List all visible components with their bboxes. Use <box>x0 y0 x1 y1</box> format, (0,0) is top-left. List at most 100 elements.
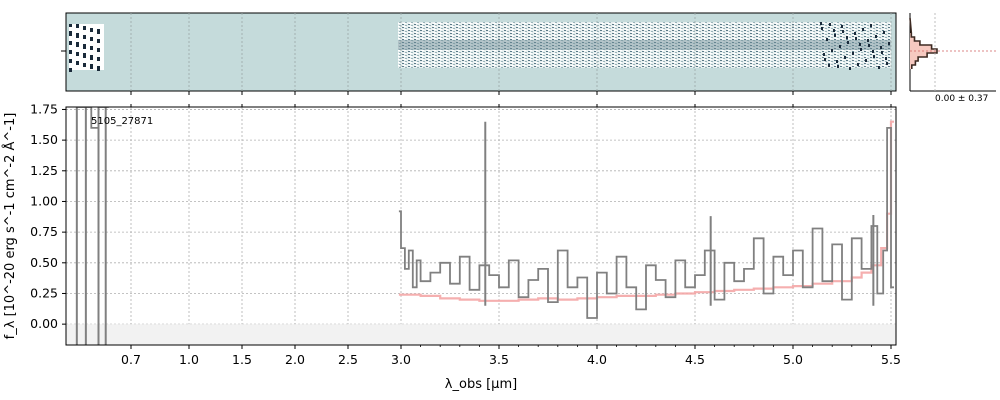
x-axis-label: λ_obs [μm] <box>445 377 517 392</box>
x-tick-label: 0.7 <box>121 352 141 367</box>
red-2d-pixel <box>824 58 826 61</box>
blue-2d-pixel <box>83 63 86 66</box>
y-tick-label: 0.75 <box>30 224 58 239</box>
red-2d-pixel <box>867 39 869 42</box>
object-id-label: 5105_27871 <box>91 116 153 127</box>
red-2d-pixel <box>820 22 822 25</box>
x-tick-label: 3.5 <box>489 352 509 367</box>
red-2d-pixel <box>872 50 874 53</box>
red-2d-pixel <box>875 35 877 38</box>
red-2d-pixel <box>881 51 883 54</box>
histogram-bar <box>910 53 928 57</box>
blue-2d-pixel <box>69 68 72 71</box>
blue-2d-pixel <box>90 55 93 58</box>
blue-2d-pixel <box>69 31 72 34</box>
red-2d-pixel <box>823 53 825 56</box>
red-2d-pixel <box>834 34 836 37</box>
blue-2d-pixel <box>97 39 100 42</box>
spectrum-2d-panel <box>61 12 897 95</box>
red-2d-pixel <box>836 60 838 63</box>
red-2d-pixel <box>828 64 830 67</box>
x-tick-label: 4.0 <box>587 352 607 367</box>
red-2d-pixel <box>852 52 854 55</box>
blue-2d-pixel <box>90 46 93 49</box>
blue-2d-pixel <box>90 28 93 31</box>
histogram-bar <box>910 57 919 61</box>
blue-2d-pixel <box>69 59 72 62</box>
blue-2d-pixel <box>90 64 93 67</box>
y-axis-label: f_λ [10^-20 erg s^-1 cm^-2 Å^-1] <box>2 113 18 340</box>
y-tick-label: 0.50 <box>30 255 58 270</box>
red-2d-pixel <box>859 43 861 46</box>
residual-histogram-panel: 0.00 ± 0.37 <box>909 13 996 104</box>
x-tick-label: 1.5 <box>232 352 252 367</box>
histogram-bar <box>910 61 916 65</box>
blue-2d-pixel <box>83 35 86 38</box>
blue-2d-pixel <box>97 66 100 69</box>
red-2d-pixel <box>844 56 846 59</box>
blue-2d-pixel <box>69 24 72 27</box>
x-tick-label: 3.0 <box>391 352 411 367</box>
red-2d-pixel <box>849 67 851 70</box>
spectrum-line-red <box>398 127 894 319</box>
blue-2d-pixel <box>83 53 86 56</box>
red-2d-pixel <box>878 66 880 69</box>
red-2d-pixel <box>857 63 859 66</box>
red-2d-pixel <box>868 44 870 47</box>
red-2d-pixel <box>885 57 887 60</box>
blue-2d-pixel <box>76 52 79 55</box>
x-tick-label: 1.0 <box>179 352 199 367</box>
red-2d-pixel <box>873 55 875 58</box>
blue-2d-pixel <box>90 37 93 40</box>
red-2d-pixel <box>854 32 856 35</box>
red-2d-pixel <box>831 49 833 52</box>
red-2d-pixel <box>846 36 848 39</box>
red-2d-pixel <box>842 30 844 33</box>
y-tick-label: 1.25 <box>30 163 58 178</box>
blue-2d-pixel <box>83 26 86 29</box>
red-2d-pixel <box>880 46 882 49</box>
blue-2d-pixel <box>69 50 72 53</box>
blue-2d-pixel <box>76 61 79 64</box>
red-2d-pixel <box>886 62 888 65</box>
red-2d-pixel <box>855 37 857 40</box>
red-2d-pixel <box>833 29 835 32</box>
red-2d-pixel <box>862 28 864 31</box>
blue-2d-pixel <box>69 41 72 44</box>
blue-2d-pixel <box>76 24 79 27</box>
residual-stat-label: 0.00 ± 0.37 <box>935 94 988 104</box>
x-tick-label: 5.0 <box>783 352 803 367</box>
y-tick-label: 1.00 <box>30 193 58 208</box>
blue-2d-pixel <box>76 33 79 36</box>
red-2d-pixel <box>841 25 843 28</box>
red-2d-pixel <box>888 42 890 45</box>
y-tick-label: 1.75 <box>30 101 58 116</box>
x-tick-label: 2.0 <box>285 352 305 367</box>
histogram-bar <box>910 45 932 49</box>
x-tick-label: 5.5 <box>881 352 901 367</box>
red-2d-pixel <box>847 41 849 44</box>
blue-2d-pixel <box>97 57 100 60</box>
spectrum-line-blue <box>76 107 109 129</box>
y-tick-label: 1.50 <box>30 132 58 147</box>
x-tick-label: 2.5 <box>338 352 358 367</box>
y-tick-label: 0.00 <box>30 316 58 331</box>
red-2d-pixel <box>839 45 841 48</box>
zero-band <box>66 324 896 345</box>
red-2d-pixel <box>860 48 862 51</box>
blue-2d-pixel <box>83 44 86 47</box>
red-2d-pixel <box>829 23 831 26</box>
red-2d-trace <box>398 40 891 50</box>
spectrum-1d-panel: 0.7 1.0 1.5 2.0 2.5 3.0 3.5 4.0 4.5 5.0 5.5 0.00 0.… <box>2 101 901 392</box>
histogram-bar <box>910 41 920 45</box>
blue-2d-pixel <box>97 48 100 51</box>
blue-2d-pixel <box>97 29 100 32</box>
x-tick-label: 4.5 <box>685 352 705 367</box>
red-2d-pixel <box>870 24 872 27</box>
red-2d-pixel <box>837 65 839 68</box>
blue-2d-pixel <box>76 42 79 45</box>
model-line <box>398 120 894 302</box>
histogram-bar <box>910 65 912 69</box>
histogram-bar <box>910 37 915 41</box>
